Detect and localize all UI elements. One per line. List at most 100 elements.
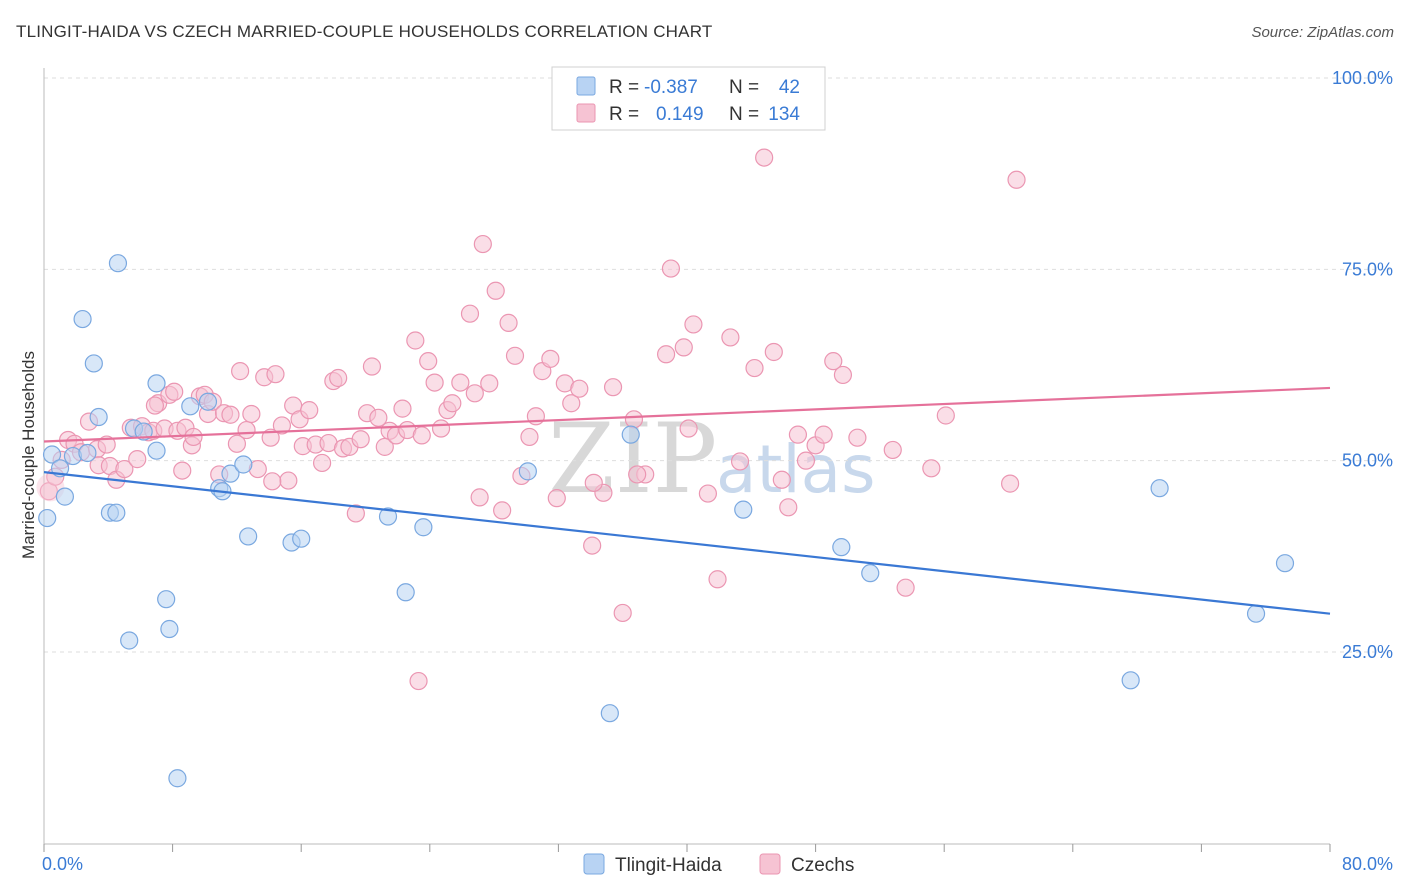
czechs-point [242,404,261,424]
czechs-point [470,488,489,507]
czechs-point [936,406,955,425]
legend-swatch-blue [576,76,596,96]
series-czechs [36,148,1026,691]
chart-title: TLINGIT-HAIDA VS CZECH MARRIED-COUPLE HO… [16,22,713,41]
series-tlingit-haida [38,254,1295,788]
tlingit-haida-point [832,538,851,557]
tlingit-haida-point [239,527,258,546]
czechs-point [346,504,365,523]
czechs-point [679,419,698,438]
czechs-point [848,428,867,447]
tlingit-haida-point [84,354,103,373]
tlingit-haida-point [107,503,126,522]
czechs-point [493,501,512,520]
y-axis-label: Married-couple Households [19,351,38,559]
czechs-point [409,671,428,691]
legend-swatch-pink [576,103,596,123]
czechs-point [97,435,116,454]
tlingit-haida-point [134,422,153,441]
tlingit-haida-point [89,407,108,427]
czechs-point [425,373,444,392]
czechs-point [1001,474,1020,493]
tlingit-haida-point [181,397,200,416]
tlingit-haida-point [55,487,74,506]
czechs-point [883,440,902,460]
czechs-point [613,603,632,623]
y-tick-label: 50.0% [1342,451,1393,471]
czechs-point [603,378,623,397]
tlingit-haida-point [414,518,433,537]
czechs-point [272,416,292,435]
bottom-legend-swatch-czechs [759,853,781,875]
czechs-point [764,342,783,362]
czechs-point [412,426,431,445]
legend-r-value-1: -0.387 [644,77,698,98]
tlingit-haida-point [734,500,753,519]
czechs-point [115,459,134,479]
czechs-point [661,259,681,278]
legend-n-value-2: 134 [768,104,800,125]
legend-box [551,66,826,131]
czechs-point [406,331,425,350]
tlingit-haida-point [1121,671,1140,690]
czechs-point [128,450,147,469]
tlingit-haida-point [73,309,92,329]
czechs-point [263,472,282,491]
czechs-point [796,451,816,470]
czechs-point [721,328,740,347]
legend-r-value-2: 0.149 [656,104,704,125]
czechs-point [419,352,438,371]
czechs-point [730,452,750,471]
czechs-point [443,394,462,413]
czechs-point [227,434,246,453]
czechs-point [628,465,647,484]
tlingit-haida-point [292,529,311,548]
czechs-point [745,358,764,378]
y-tick-label: 75.0% [1342,259,1393,279]
tlingit-haida-point [861,564,880,583]
tlingit-haida-point [1246,604,1266,623]
tlingit-haida-point [1275,554,1295,573]
czechs-point [814,425,833,444]
tlingit-haida-trendline [43,471,1331,615]
czechs-point [674,338,693,357]
czechs-point [351,430,370,449]
tlingit-haida-point [234,455,253,474]
bottom-legend-swatch-tlingit [583,853,605,875]
bottom-legend-czechs: Czechs [791,855,854,876]
czechs-point [584,473,603,492]
czechs-point [1007,170,1026,189]
legend-n-label-1: N = [729,77,759,98]
czechs-point [266,365,285,384]
tlingit-haida-point [147,374,166,393]
trendlines [43,386,1331,615]
czechs-point [922,459,941,478]
bottom-legend-tlingit: Tlingit-Haida [615,855,722,876]
czechs-point [547,489,566,508]
y-tick-label: 100.0% [1332,68,1393,88]
czechs-point [431,419,451,438]
tlingit-haida-point [78,443,97,463]
czechs-point [624,410,644,429]
czechs-point [779,498,798,517]
czechs-point [237,420,256,440]
legend-r-label-2: R = [609,104,639,125]
czechs-point [312,453,332,473]
czechs-point [451,373,470,392]
czechs-trendline [43,386,1331,443]
tlingit-haida-point [157,590,176,609]
czechs-point [460,304,480,323]
tlingit-haida-point [198,392,218,411]
czechs-point [788,425,808,444]
tlingit-haida-point [108,254,128,273]
tlingit-haida-point [518,462,537,481]
czechs-point [300,401,319,420]
czechs-point [329,368,348,388]
x-tick-label: 0.0% [42,854,83,874]
czechs-point [145,396,165,415]
czechs-point [698,484,717,503]
tlingit-haida-point [168,769,187,788]
czechs-point [708,570,727,589]
czechs-point [165,382,184,401]
